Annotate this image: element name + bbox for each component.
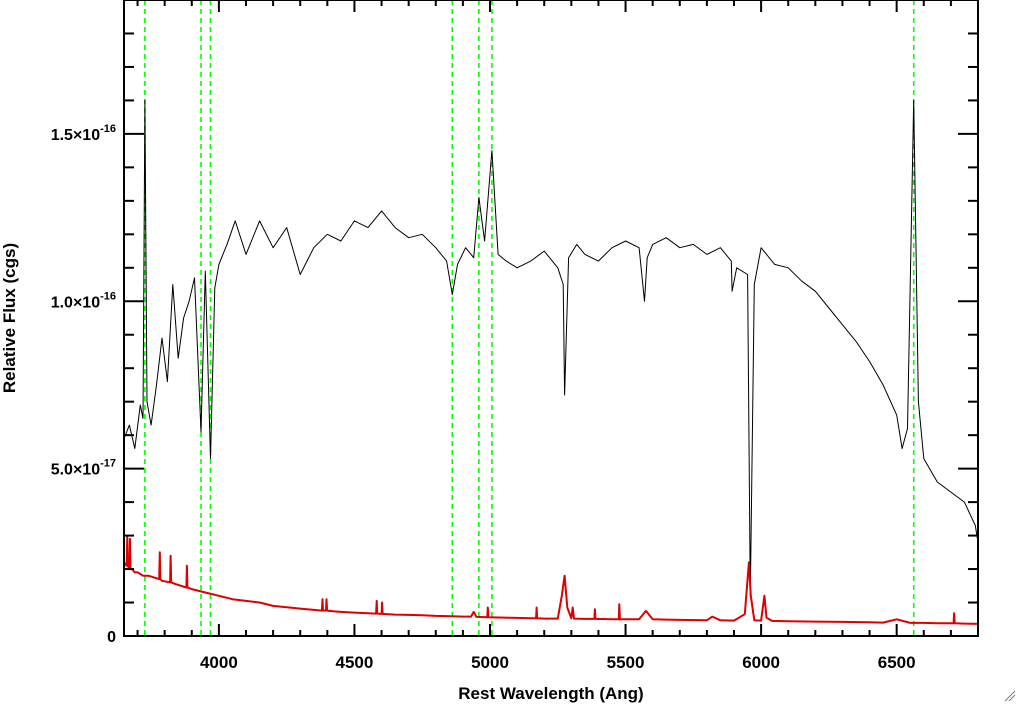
series-layer (123, 99, 979, 625)
y-tick-label: 1.5×10-16 (51, 123, 116, 144)
x-tick-label: 6500 (878, 653, 916, 672)
y-axis-label: Relative Flux (cgs) (0, 243, 19, 393)
plot-frame (123, 0, 979, 637)
y-tick-label: 0 (107, 629, 116, 646)
x-tick-label: 6000 (742, 653, 780, 672)
reference-lines (144, 0, 915, 636)
resize-grip-icon[interactable] (1004, 690, 1016, 702)
x-tick-label: 4500 (336, 653, 374, 672)
x-tick-label: 5000 (471, 653, 509, 672)
x-axis-label: Rest Wavelength (Ang) (458, 684, 643, 703)
spectrum-series-line (123, 99, 979, 597)
y-tick-label: 1.0×10-16 (51, 290, 116, 311)
axis-ticks (124, 0, 979, 637)
y-tick-label: 5.0×10-17 (51, 458, 116, 479)
x-tick-label: 4000 (200, 653, 238, 672)
x-tick-labels: 4000 4500 5000 5500 6000 6500 (200, 653, 916, 672)
y-tick-labels: 0 5.0×10-17 1.0×10-16 1.5×10-16 (51, 123, 116, 646)
x-tick-label: 5500 (607, 653, 645, 672)
error-series-line (123, 534, 979, 625)
